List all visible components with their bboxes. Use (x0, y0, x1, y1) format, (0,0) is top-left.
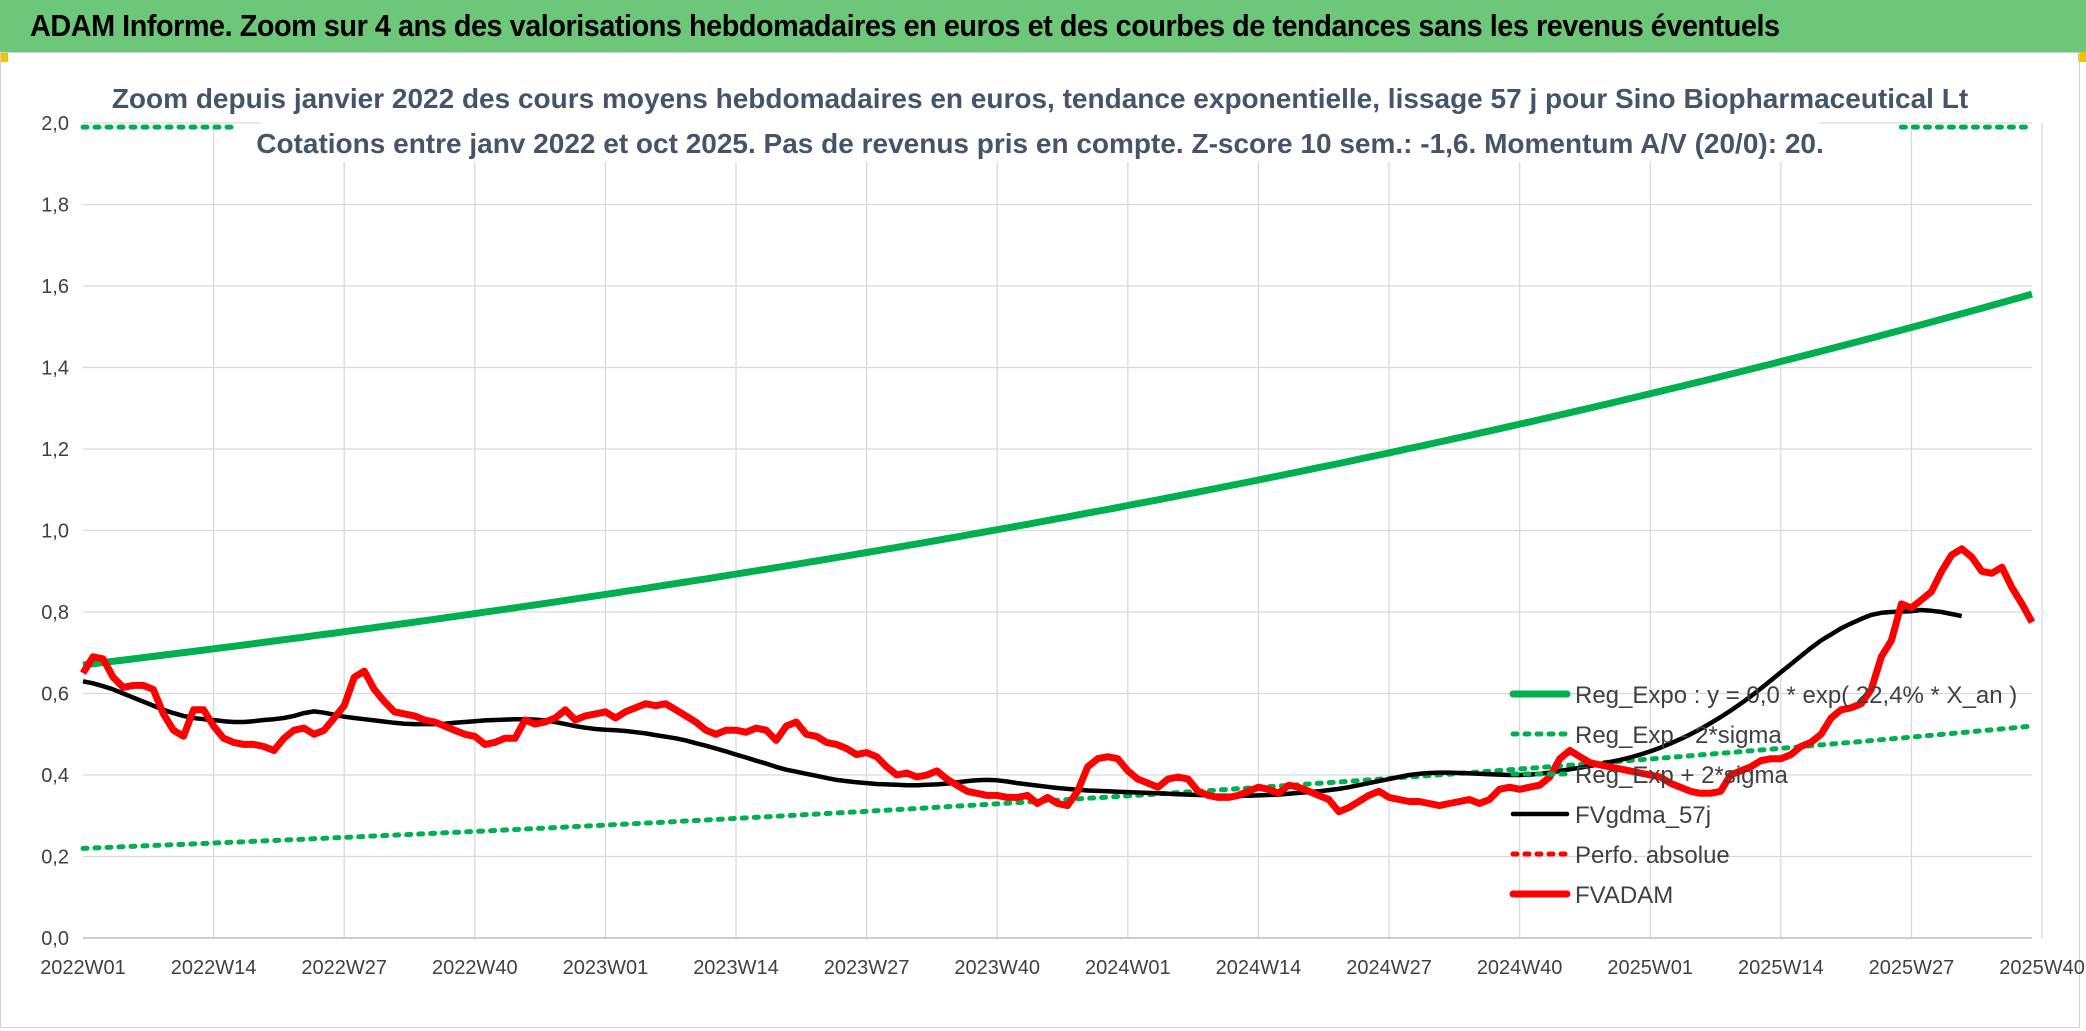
chart-subtitle: Cotations entre janv 2022 et oct 2025. P… (256, 128, 1824, 159)
x-tick-label: 2023W14 (693, 957, 779, 979)
corner-marker (2078, 52, 2086, 62)
legend-label: FVADAM (1575, 882, 1673, 909)
x-tick-label: 2025W27 (1869, 957, 1955, 979)
legend-label: Reg_Exp + 2*sigma (1575, 762, 1788, 789)
series-lines (80, 124, 2036, 851)
report-title: ADAM Informe. Zoom sur 4 ans des valoris… (30, 8, 1780, 43)
chart-title: Zoom depuis janvier 2022 des cours moyen… (112, 83, 1968, 114)
y-tick-label: 1,0 (41, 521, 69, 543)
y-tick-label: 0,8 (41, 602, 69, 624)
grid-lines (83, 122, 2043, 939)
x-tick-label: 2022W01 (40, 957, 126, 979)
series-reg-expo (82, 290, 2033, 669)
x-tick-label: 2023W27 (824, 957, 910, 979)
report-banner: ADAM Informe. Zoom sur 4 ans des valoris… (0, 0, 2086, 52)
x-tick-label: 2023W40 (954, 957, 1040, 979)
y-tick-label: 1,6 (41, 276, 69, 298)
x-tick-label: 2025W40 (1999, 957, 2085, 979)
corner-marker (0, 52, 8, 62)
y-tick-label: 0,6 (41, 684, 69, 706)
y-tick-label: 1,2 (41, 439, 69, 461)
y-tick-label: 0,2 (41, 847, 69, 869)
y-tick-label: 2,0 (41, 113, 69, 135)
x-tick-label: 2025W14 (1738, 957, 1824, 979)
x-tick-label: 2025W01 (1607, 957, 1693, 979)
legend-label: Perfo. absolue (1575, 842, 1730, 869)
x-tick-label: 2024W01 (1085, 957, 1171, 979)
y-tick-label: 1,4 (41, 358, 69, 380)
x-tick-label: 2023W01 (563, 957, 649, 979)
y-axis-ticks: 0,0 0,2 0,4 0,6 0,8 1,0 1,2 1,4 1,6 1,8 2,0 (41, 113, 69, 950)
legend-label: Reg_Expo : y = 0,0 * exp( 22,4% * X_an ) (1575, 682, 2017, 709)
series-fvgdma-57j (82, 607, 1963, 799)
x-tick-label: 2022W40 (432, 957, 518, 979)
legend-label: Reg_Exp - 2*sigma (1575, 722, 1782, 749)
x-tick-label: 2024W27 (1346, 957, 1432, 979)
x-tick-label: 2022W27 (301, 957, 387, 979)
series-fvadam (80, 545, 2036, 816)
y-tick-label: 1,8 (41, 195, 69, 217)
chart-frame (0, 52, 2080, 1028)
x-tick-label: 2024W14 (1216, 957, 1302, 979)
y-tick-label: 0,4 (41, 765, 69, 787)
y-tick-label: 0,0 (41, 928, 69, 950)
legend-label: FVgdma_57j (1575, 802, 1711, 829)
title-backdrop (260, 72, 1820, 162)
x-axis-ticks: 2022W01 2022W14 2022W27 2022W40 2023W01 2023W… (40, 957, 2085, 979)
chart-legend: Reg_Expo : y = 0,0 * exp( 22,4% * X_an )… (1509, 682, 2017, 909)
x-tick-label: 2024W40 (1477, 957, 1563, 979)
x-tick-label: 2022W14 (171, 957, 257, 979)
